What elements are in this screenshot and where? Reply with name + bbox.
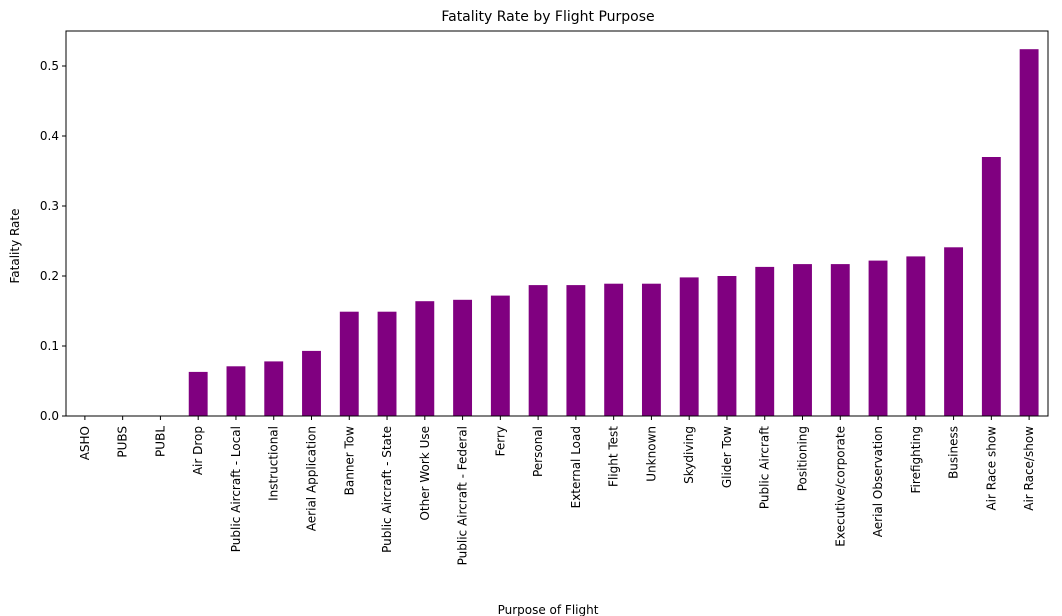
x-tick-label: Business — [947, 426, 961, 479]
plot-frame — [65, 30, 1049, 417]
x-tick-label: Flight Test — [607, 426, 621, 487]
x-tick-label: Aerial Application — [305, 426, 319, 531]
bar — [188, 371, 208, 416]
x-tick-label: Firefighting — [909, 426, 923, 493]
y-axis-label: Fatality Rate — [8, 208, 22, 283]
bar — [830, 264, 850, 416]
x-tick-label: Public Aircraft - State — [380, 426, 394, 553]
y-tick-label: 0.4 — [40, 129, 59, 143]
x-tick-label: Air Drop — [191, 426, 205, 475]
x-tick-label: PUBL — [153, 426, 167, 457]
bar — [377, 311, 397, 416]
x-tick-label: Executive/corporate — [833, 426, 847, 547]
x-tick-label: Skydiving — [682, 426, 696, 484]
bar — [906, 256, 926, 416]
bar — [226, 366, 246, 416]
plot-area: 0.0 0.1 0.2 0.3 0.4 0.5 ASHO PUBS PUBL Air Drop Pu… — [40, 49, 1039, 565]
x-tick-label: Positioning — [796, 426, 810, 491]
x-tick-label: Instructional — [267, 426, 281, 501]
chart-title: Fatality Rate by Flight Purpose — [441, 9, 654, 25]
bar — [604, 283, 624, 416]
x-tick-label: PUBS — [116, 426, 130, 458]
bar — [528, 285, 548, 416]
x-tick-label: Air Race show — [984, 426, 998, 511]
x-tick-label: Other Work Use — [418, 426, 432, 521]
bar — [981, 157, 1001, 416]
bar — [415, 301, 435, 416]
bar — [755, 266, 775, 416]
bar — [868, 260, 888, 416]
x-tick-label: Aerial Observation — [871, 426, 885, 537]
x-tick-label: Ferry — [493, 426, 507, 456]
y-tick-label: 0.1 — [40, 339, 59, 353]
bar — [1019, 49, 1039, 416]
bar — [641, 283, 661, 416]
y-tick-label: 0.0 — [40, 409, 59, 423]
x-tick-label: Public Aircraft - Federal — [456, 426, 470, 565]
bar — [339, 311, 359, 416]
y-tick-label: 0.2 — [40, 269, 59, 283]
bar — [944, 247, 964, 416]
y-tick-label: 0.5 — [40, 59, 59, 73]
x-tick-label: Unknown — [644, 426, 658, 482]
bar — [302, 350, 321, 416]
x-axis-label: Purpose of Flight — [498, 603, 599, 616]
x-tick-label: Personal — [531, 426, 545, 477]
x-tick-label: ASHO — [78, 426, 92, 460]
x-tick-label: Public Aircraft - Local — [229, 426, 243, 552]
x-tick-label: Glider Tow — [720, 426, 734, 488]
bar — [679, 277, 699, 416]
bar — [717, 276, 737, 416]
y-tick-label: 0.3 — [40, 199, 59, 213]
x-tick-label: External Load — [569, 426, 583, 508]
bar — [453, 299, 473, 416]
x-tick-label: Public Aircraft — [758, 426, 772, 509]
x-tick-label: Banner Tow — [342, 426, 356, 496]
bar — [264, 361, 284, 416]
x-tick-label: Air Race/show — [1022, 426, 1036, 511]
bar — [490, 295, 510, 416]
bar — [793, 264, 812, 416]
bar — [566, 285, 586, 416]
